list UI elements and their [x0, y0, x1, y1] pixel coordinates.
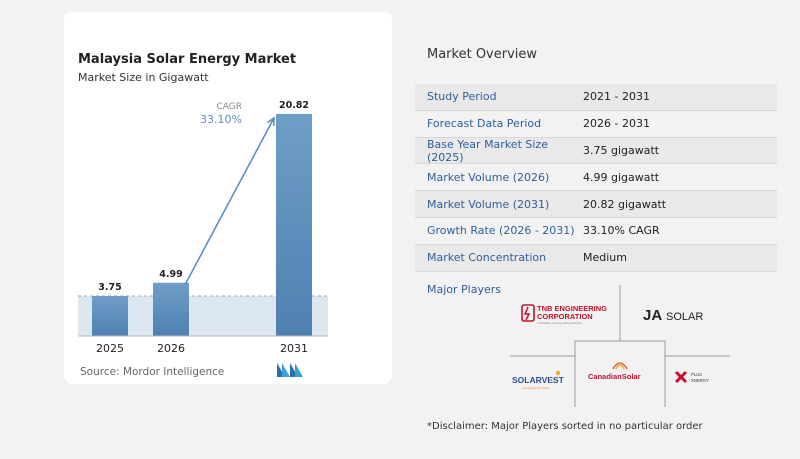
row-key: Study Period [427, 90, 497, 104]
overview-table: Study Period 2021 - 2031 Forecast Data Pe… [415, 84, 777, 272]
chart-title: Malaysia Solar Energy Market [78, 52, 297, 67]
disclaimer-text: *Disclaimer: Major Players sorted in no … [427, 421, 703, 432]
ja-solar-logo: JA SOLAR [643, 307, 703, 324]
bar-2026 [153, 282, 189, 336]
market-overview-panel: Market Overview Study Period 2021 - 2031 … [415, 0, 800, 459]
tnb-engineering-logo: TNB ENGINEERING CORPORATION A Subsidiary… [521, 304, 607, 325]
row-value: 20.82 gigawatt [583, 197, 667, 211]
row-key: Base Year Market Size (2025) [427, 137, 548, 164]
tnb-logo-line2: CORPORATION [537, 312, 593, 321]
data-label-2031: 20.82 [279, 100, 309, 111]
row-key: Market Concentration [427, 251, 547, 265]
tnb-logo-tagline: A Subsidiary of Energy Malaysia Berhad [537, 322, 582, 325]
row-key: Growth Rate (2026 - 2031) [427, 224, 575, 238]
plus-logo-line2: XNERGY [691, 378, 709, 383]
bar-2031 [276, 113, 312, 336]
tnb-logo-line1: TNB ENGINEERING [537, 304, 607, 313]
table-row: Base Year Market Size (2025) 3.75 gigawat… [415, 138, 777, 165]
table-row: Market Volume (2026) 4.99 gigawatt [415, 164, 777, 192]
canadian-solar-logo: CanadianSolar [588, 362, 641, 381]
table-row: Market Concentration Medium [415, 244, 777, 272]
row-value: 2026 - 2031 [583, 117, 650, 131]
table-row: Forecast Data Period 2026 - 2031 [415, 111, 777, 138]
data-label-2025: 3.75 [98, 282, 121, 293]
solarvest-logo-tagline: energising the future [522, 386, 550, 390]
ja-logo-solar: SOLAR [666, 311, 703, 323]
plus-logo-line1: PLUS [691, 372, 702, 377]
cagr-arrow [184, 117, 275, 286]
row-value: 3.75 gigawatt [583, 143, 660, 157]
major-players-logos: TNB ENGINEERING CORPORATION A Subsidiary… [510, 285, 730, 407]
data-label-2026: 4.99 [159, 269, 182, 280]
cagr-label: CAGR [216, 102, 242, 112]
major-players-title: Major Players [427, 283, 501, 296]
tick-label-2031: 2031 [280, 342, 308, 355]
row-key: Market Volume (2026) [427, 170, 550, 184]
row-value: 2021 - 2031 [583, 90, 650, 104]
row-key: Forecast Data Period [427, 117, 542, 131]
row-value: 33.10% CAGR [583, 224, 660, 238]
cagr-value: 33.10% [200, 113, 242, 126]
mordor-intelligence-logo [277, 363, 303, 377]
row-value: 4.99 gigawatt [583, 170, 660, 184]
solarvest-logo: SOLARVEST energising the future [512, 370, 565, 390]
chart-source: Source: Mordor Intelligence [80, 366, 225, 378]
row-value: Medium [583, 251, 627, 265]
table-row: Study Period 2021 - 2031 [415, 84, 777, 111]
chart-subtitle: Market Size in Gigawatt [78, 71, 209, 84]
row-key: Market Volume (2031) [427, 197, 550, 211]
market-overview-title: Market Overview [427, 47, 538, 62]
tick-label-2025: 2025 [96, 342, 124, 355]
solarvest-logo-text: SOLARVEST [512, 375, 565, 385]
table-row: Market Volume (2031) 20.82 gigawatt [415, 191, 777, 218]
plus-xnergy-logo: PLUS XNERGY [674, 370, 709, 384]
tick-label-2026: 2026 [157, 342, 185, 355]
bar-2025 [92, 296, 128, 336]
table-row: Growth Rate (2026 - 2031) 33.10% CAGR [415, 218, 777, 245]
cagr-arrowhead [267, 116, 275, 126]
canadian-solar-logo-text: CanadianSolar [588, 372, 641, 381]
ja-logo-mark: JA [643, 307, 662, 324]
